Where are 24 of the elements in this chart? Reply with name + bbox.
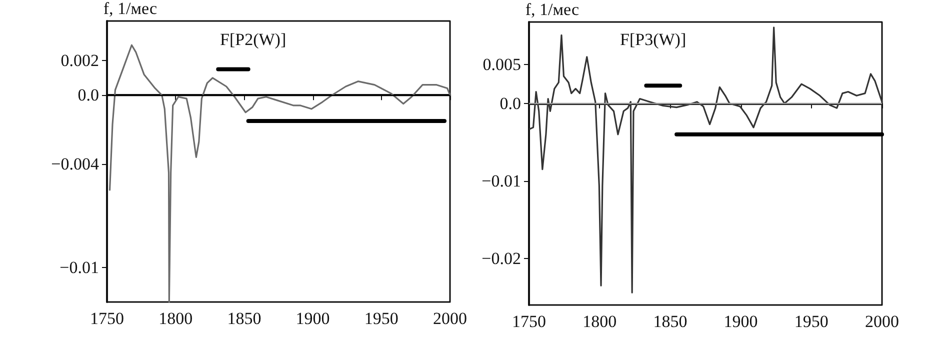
y-tick-label: −0.004: [51, 154, 100, 174]
y-tick-label: 0.0: [78, 86, 99, 105]
y-axis-title: f, 1/мес: [103, 0, 158, 18]
y-tick-label: 0.005: [482, 55, 521, 74]
x-tick-label: 2000: [865, 312, 899, 331]
x-tick-label: 1950: [364, 309, 398, 328]
x-tick-label: 1900: [724, 312, 758, 331]
x-tick-label: 1750: [512, 312, 546, 331]
x-tick-label: 1900: [296, 309, 330, 328]
y-tick-label: −0.01: [482, 171, 521, 190]
x-tick-label: 1850: [653, 312, 688, 331]
x-tick-label: 1750: [90, 309, 124, 328]
x-tick-label: 2000: [433, 309, 467, 328]
x-tick-label: 1800: [582, 312, 617, 331]
x-tick-label: 1950: [794, 312, 828, 331]
text: F[P3(W)]: [620, 30, 686, 49]
x-tick-label: 1800: [158, 309, 193, 328]
y-tick-label: −0.02: [482, 248, 521, 268]
x-tick-label: 1850: [227, 309, 262, 328]
y-tick-label: 0.0: [500, 94, 521, 113]
y-axis-title: f, 1/мес: [525, 0, 580, 19]
text: F[P2(W)]: [220, 30, 286, 49]
y-tick-label: 0.002: [60, 51, 99, 70]
y-tick-label: −0.01: [60, 258, 99, 278]
